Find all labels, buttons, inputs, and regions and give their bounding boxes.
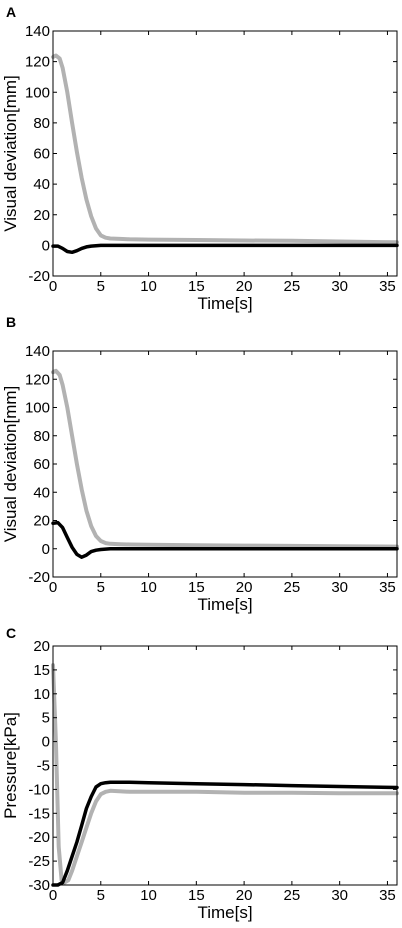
x-tick-label: 10	[140, 278, 157, 295]
y-tick-label: -20	[28, 268, 50, 285]
x-tick-label: 30	[331, 278, 348, 295]
y-tick-label: 60	[33, 456, 50, 473]
y-tick-label: 0	[42, 237, 50, 254]
y-tick-label: 100	[25, 400, 50, 417]
plot-frame	[52, 645, 398, 886]
gray-series-line	[51, 663, 399, 885]
x-tick-label: 15	[188, 887, 205, 904]
black-series-line	[51, 243, 399, 255]
y-tick-label: -20	[28, 569, 50, 586]
x-tick-label: 0	[49, 278, 57, 295]
x-axis-label: Time[s]	[197, 294, 252, 313]
panel-c: C 0 5 10 15 20 25 30 35 -30 -25 -20 -15 -10 -5 0 5 10 15 20…	[1, 625, 399, 922]
y-tick-label: 80	[33, 115, 50, 132]
x-tick-label: 35	[379, 278, 396, 295]
y-tick-label: 20	[33, 207, 50, 224]
panel-letter: B	[6, 314, 16, 330]
y-tick-label: 120	[25, 54, 50, 71]
y-tick-label: 60	[33, 146, 50, 163]
y-axis-label: Pressure[kPa]	[1, 712, 20, 819]
y-axis-label: Visual deviation[mm]	[1, 386, 20, 543]
black-series-line	[51, 520, 399, 559]
y-tick-label: 40	[33, 484, 50, 501]
x-tick-label: 20	[236, 887, 253, 904]
y-tick-label: 20	[33, 638, 50, 655]
y-tick-label: 140	[25, 343, 50, 360]
panel-b: B0 5 10 15 20 25 30 35-20020406080100120140Time…	[1, 314, 399, 614]
y-tick-label: -30	[28, 877, 50, 894]
x-tick-label: 0	[49, 887, 57, 904]
x-tick-label: 10	[140, 579, 157, 596]
y-tick-label: -10	[28, 781, 50, 798]
x-tick-label: 5	[97, 887, 105, 904]
y-tick-label: 40	[33, 176, 50, 193]
y-tick-label: 15	[33, 662, 50, 679]
y-tick-label: 80	[33, 428, 50, 445]
black-series-line	[51, 780, 399, 887]
x-tick-label: 20	[236, 278, 253, 295]
x-tick-label: 35	[379, 579, 396, 596]
x-tick-label: 25	[284, 579, 301, 596]
x-tick-label: 25	[284, 887, 301, 904]
y-axis-label: Visual deviation[mm]	[1, 75, 20, 232]
y-tick-label: 0	[42, 734, 50, 751]
panel-a: A0 5 10 15 20 25 30 35-20020406080100120140Time…	[1, 4, 399, 313]
panel-letter: C	[6, 625, 16, 641]
x-tick-label: 20	[236, 579, 253, 596]
x-tick-label: 10	[140, 887, 157, 904]
x-tick-label: 5	[97, 579, 105, 596]
y-tick-label: 20	[33, 513, 50, 530]
y-tick-label: -25	[28, 853, 50, 870]
x-tick-label: 5	[97, 278, 105, 295]
y-tick-label: 100	[25, 84, 50, 101]
y-tick-label: -5	[37, 758, 50, 775]
y-tick-label: 120	[25, 371, 50, 388]
x-tick-label: 35	[379, 887, 396, 904]
panel-letter: A	[6, 4, 16, 20]
x-tick-label: 15	[188, 579, 205, 596]
y-tick-label: 140	[25, 23, 50, 40]
gray-series-line	[51, 368, 399, 549]
y-tick-label: -15	[28, 805, 50, 822]
x-axis-label: Time[s]	[197, 595, 252, 614]
y-tick-label: 5	[42, 710, 50, 727]
x-tick-label: 0	[49, 579, 57, 596]
x-tick-label: 30	[331, 887, 348, 904]
x-axis-label: Time[s]	[197, 903, 252, 922]
gray-series-line	[51, 53, 399, 245]
x-tick-label: 30	[331, 579, 348, 596]
x-tick-label: 25	[284, 278, 301, 295]
y-tick-label: 0	[42, 541, 50, 558]
y-tick-label: -20	[28, 829, 50, 846]
y-tick-label: 10	[33, 686, 50, 703]
x-tick-label: 15	[188, 278, 205, 295]
